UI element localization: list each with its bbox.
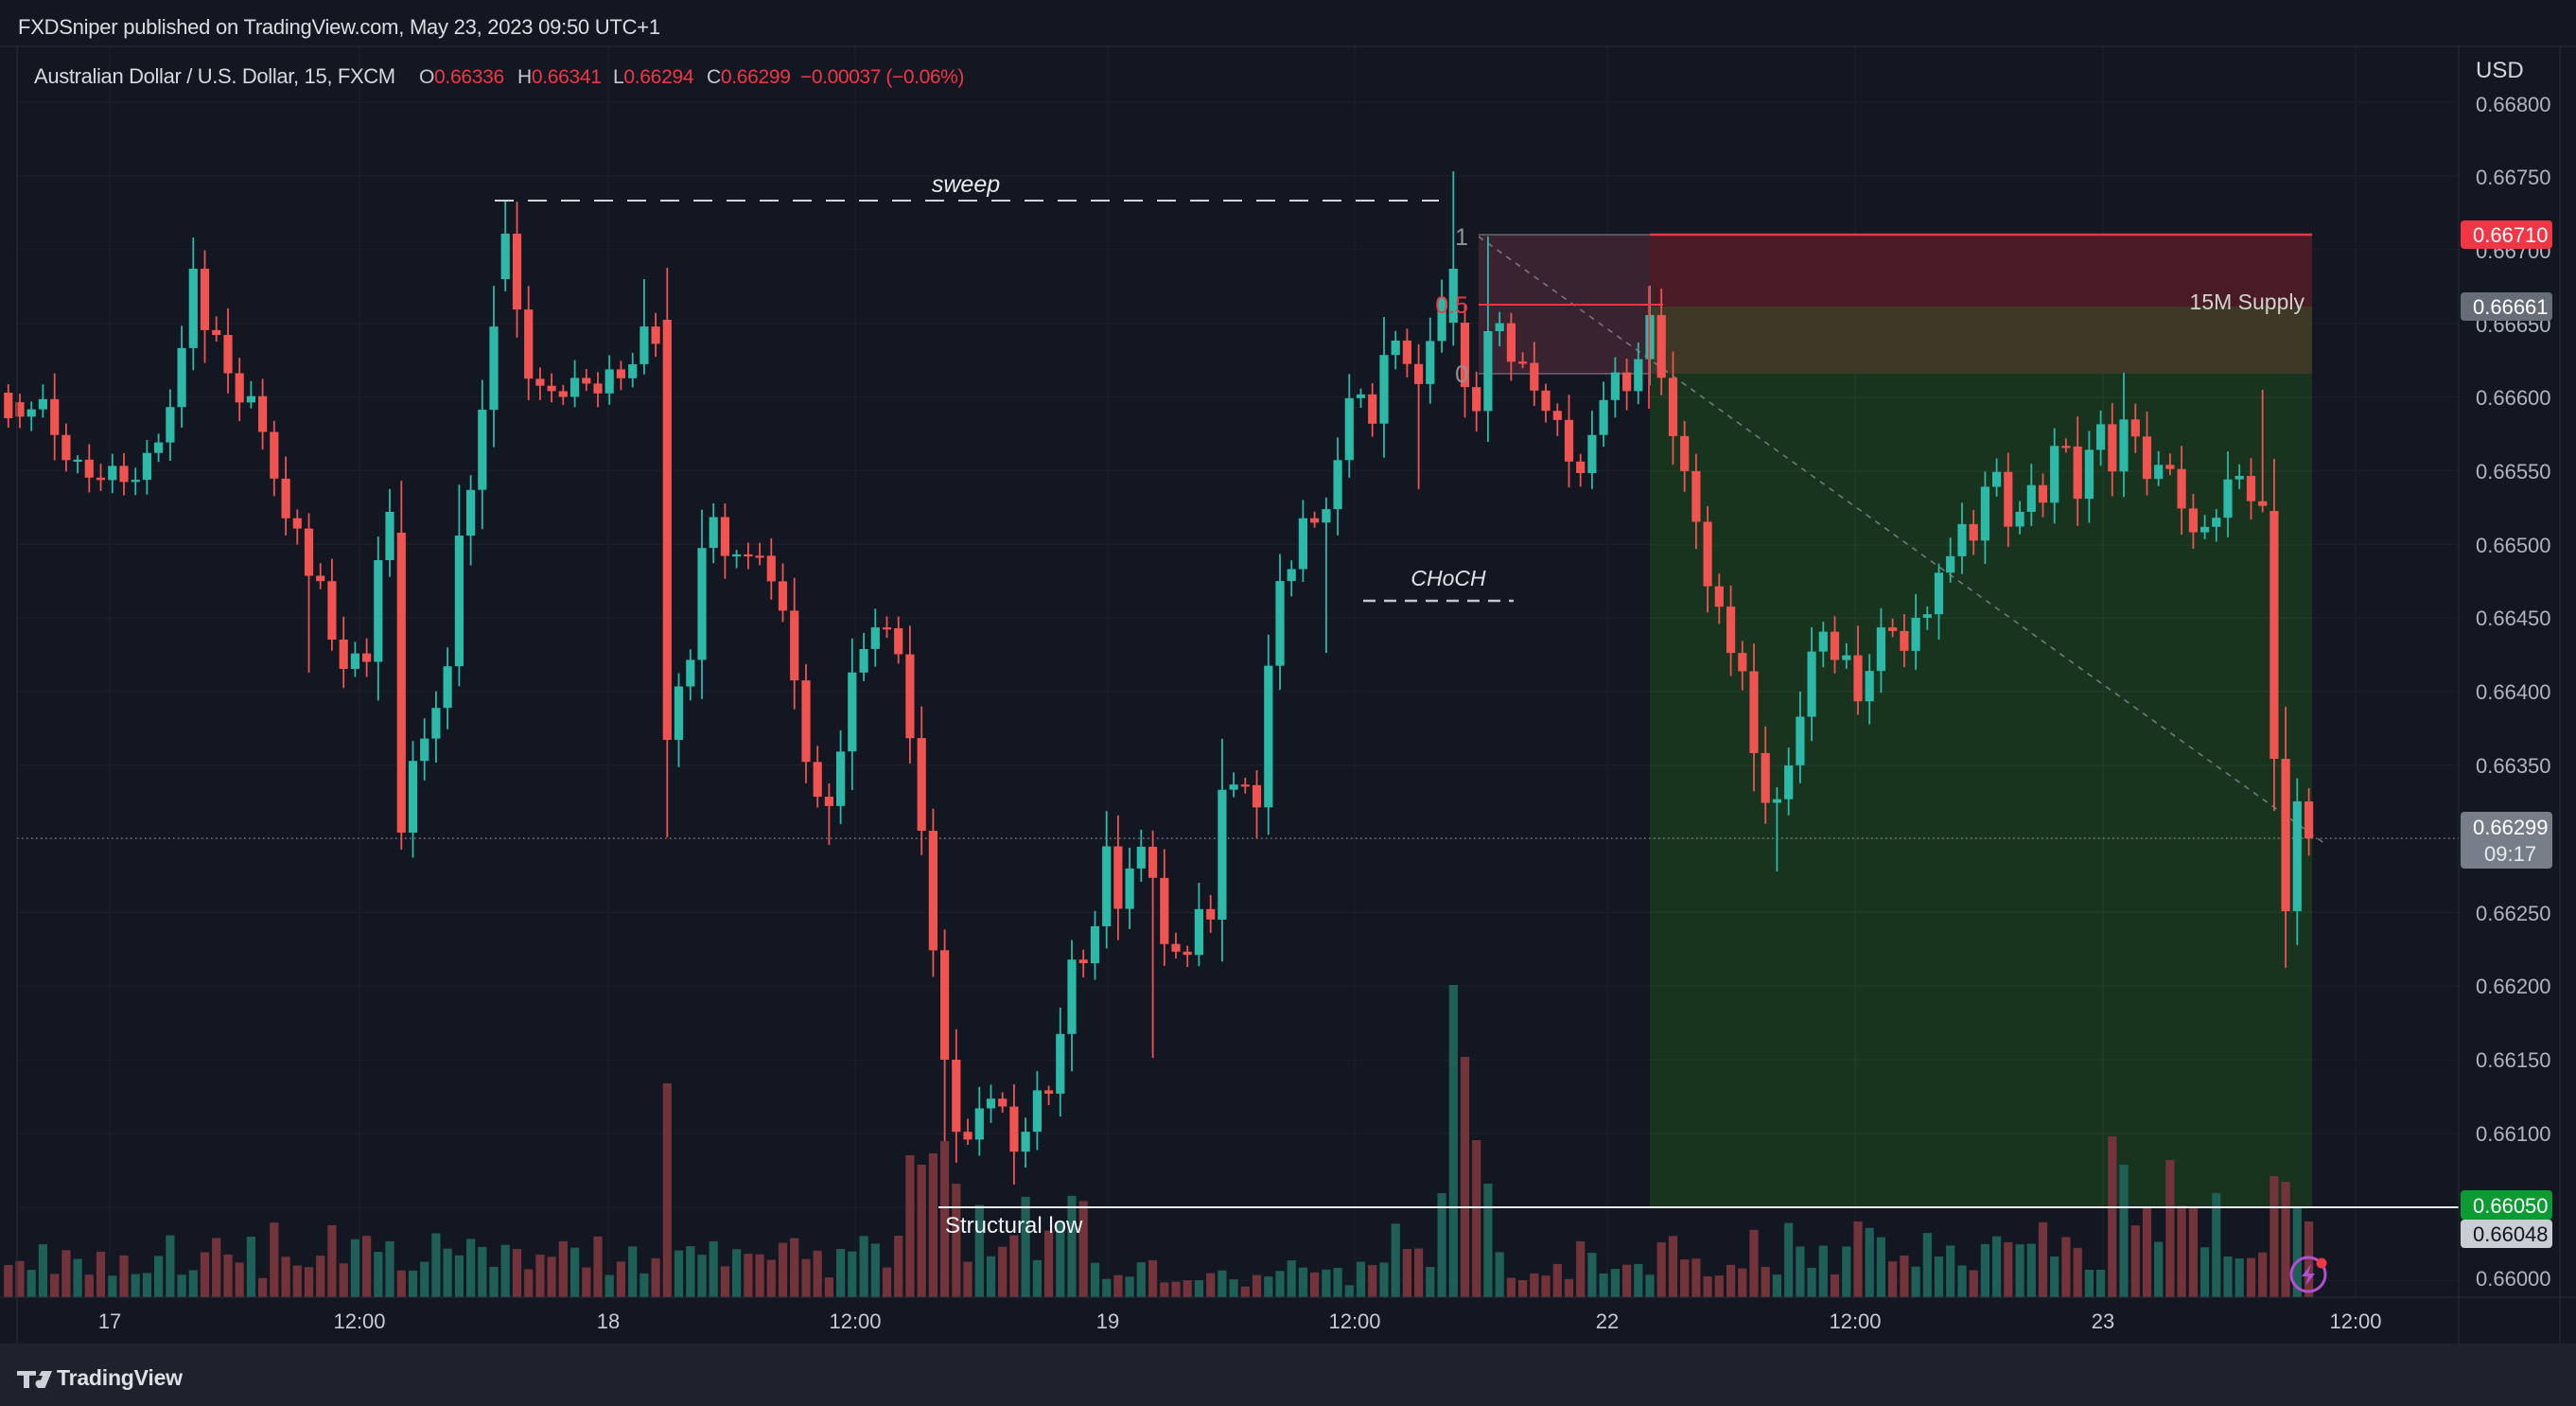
svg-text:0.66800: 0.66800	[2476, 93, 2551, 116]
svg-text:0.66710: 0.66710	[2473, 223, 2549, 247]
svg-text:Australian Dollar / U.S. Dolla: Australian Dollar / U.S. Dollar, 15, FXC…	[34, 64, 395, 88]
svg-text:0.66550: 0.66550	[2476, 460, 2551, 483]
svg-text:CHoCH: CHoCH	[1411, 566, 1486, 590]
svg-text:18: 18	[597, 1309, 620, 1333]
svg-text:Structural low: Structural low	[945, 1213, 1083, 1239]
svg-text:−0.00037 (−0.06%): −0.00037 (−0.06%)	[800, 66, 964, 88]
svg-text:C0.66299: C0.66299	[707, 66, 791, 88]
svg-text:22: 22	[1596, 1309, 1619, 1333]
svg-text:12:00: 12:00	[829, 1309, 881, 1333]
svg-text:19: 19	[1096, 1309, 1119, 1333]
svg-text:0: 0	[1455, 361, 1468, 388]
svg-text:12:00: 12:00	[1328, 1309, 1380, 1333]
svg-text:17: 17	[98, 1309, 121, 1333]
svg-text:FXDSniper published on Trading: FXDSniper published on TradingView.com, …	[18, 15, 660, 39]
svg-text:USD: USD	[2476, 58, 2524, 83]
svg-text:H0.66341: H0.66341	[517, 66, 602, 88]
svg-text:12:00: 12:00	[2329, 1309, 2381, 1333]
svg-text:12:00: 12:00	[333, 1309, 385, 1333]
svg-text:0.66350: 0.66350	[2476, 754, 2551, 778]
svg-text:0.5: 0.5	[1435, 292, 1468, 319]
svg-text:0.66250: 0.66250	[2476, 902, 2551, 925]
svg-text:12:00: 12:00	[1829, 1309, 1881, 1333]
svg-text:0.66050: 0.66050	[2473, 1194, 2549, 1218]
svg-text:0.66150: 0.66150	[2476, 1048, 2551, 1072]
svg-text:0.66750: 0.66750	[2476, 166, 2551, 189]
svg-text:sweep: sweep	[932, 171, 1000, 198]
svg-text:1: 1	[1455, 224, 1468, 251]
svg-text:0.66048: 0.66048	[2473, 1222, 2549, 1246]
svg-text:0.66200: 0.66200	[2476, 975, 2551, 998]
svg-text:0.66400: 0.66400	[2476, 680, 2551, 704]
svg-text:0.66100: 0.66100	[2476, 1122, 2551, 1146]
svg-text:O0.66336: O0.66336	[419, 66, 504, 88]
svg-text:0.66000: 0.66000	[2476, 1267, 2551, 1291]
svg-text:09:17: 09:17	[2484, 842, 2536, 866]
svg-text:0.66299: 0.66299	[2473, 816, 2549, 839]
svg-text:0.66500: 0.66500	[2476, 534, 2551, 557]
svg-text:15M Supply: 15M Supply	[2190, 290, 2305, 314]
svg-text:0.66450: 0.66450	[2476, 606, 2551, 630]
svg-text:23: 23	[2092, 1309, 2114, 1333]
svg-text:L0.66294: L0.66294	[613, 66, 694, 88]
svg-text:0.66661: 0.66661	[2473, 295, 2549, 319]
svg-text:0.66600: 0.66600	[2476, 386, 2551, 410]
svg-text:TradingView: TradingView	[57, 1365, 183, 1390]
